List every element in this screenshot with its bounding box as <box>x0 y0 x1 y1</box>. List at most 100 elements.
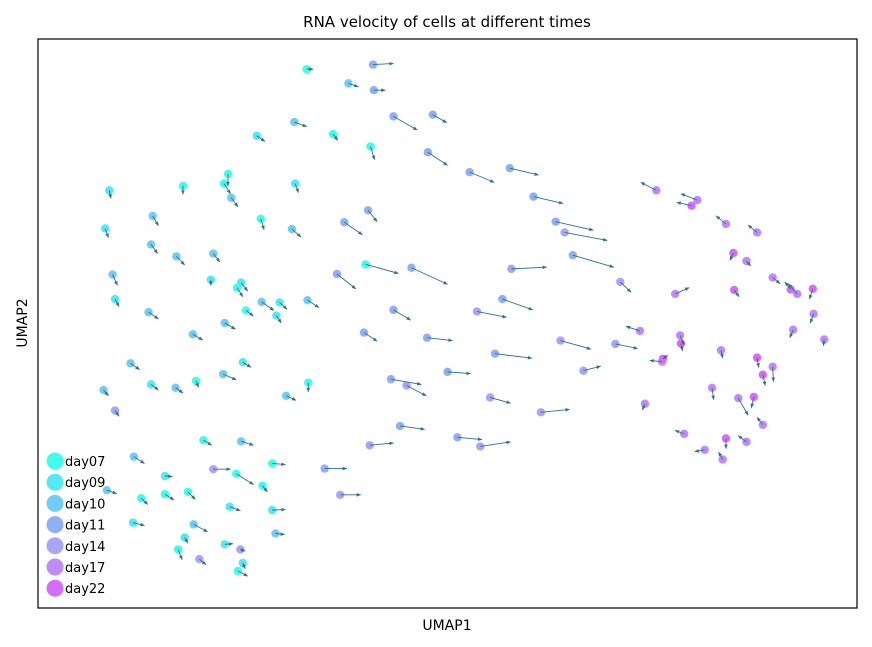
cell-point-day14 <box>485 393 495 402</box>
velocity-arrow-day11 <box>457 436 483 441</box>
velocity-arrow-day17 <box>737 435 747 443</box>
cell-point-day17 <box>788 325 798 334</box>
cell-point-day11 <box>389 305 398 315</box>
velocity-arrow-day10 <box>176 256 185 266</box>
velocity-arrow-day17 <box>809 313 815 324</box>
velocity-arrow-day10 <box>348 82 359 88</box>
cell-point-day10 <box>102 486 111 495</box>
velocity-arrow-day07 <box>187 491 196 500</box>
velocity-arrow-day09 <box>294 183 299 194</box>
velocity-arrow-day17 <box>694 449 705 453</box>
velocity-arrow-day14 <box>369 441 394 446</box>
velocity-arrow-day22 <box>762 374 767 386</box>
velocity-arrow-day11 <box>336 273 357 290</box>
velocity-arrow-day11 <box>363 332 378 342</box>
legend-marker-day17 <box>46 558 64 576</box>
velocity-arrow-day07 <box>370 146 376 161</box>
velocity-arrow-day14 <box>583 365 602 372</box>
velocity-arrow-day09 <box>242 361 252 368</box>
velocity-arrow-day07 <box>365 263 399 275</box>
legend-marker-day09 <box>46 473 64 491</box>
x-axis-label: UMAP1 <box>422 618 471 634</box>
velocity-arrow-day14 <box>489 397 511 404</box>
cell-point-day10 <box>126 359 135 368</box>
cell-point-day07 <box>366 142 375 151</box>
legend-marker-day22 <box>46 579 64 597</box>
velocity-arrow-day17 <box>642 403 646 411</box>
legend-label-day14: day14 <box>65 540 105 555</box>
velocity-arrow-day22 <box>784 281 792 290</box>
cell-point-day10 <box>303 295 312 305</box>
cell-point-day11 <box>389 112 398 121</box>
cell-point-day11 <box>340 218 349 227</box>
velocity-arrow-day17 <box>674 287 690 295</box>
legend-label-day11: day11 <box>65 519 105 534</box>
velocity-arrow-day10 <box>212 253 221 263</box>
velocity-arrow-day09 <box>240 282 249 292</box>
cell-point-day11 <box>465 167 474 177</box>
plot-frame <box>37 38 858 609</box>
velocity-arrow-day10 <box>133 456 145 464</box>
velocity-arrow-day10 <box>152 215 159 227</box>
velocity-arrow-day07 <box>272 462 286 467</box>
velocity-arrow-day17 <box>789 329 794 339</box>
cell-point-day11 <box>395 421 405 431</box>
velocity-arrow-day09 <box>108 190 112 199</box>
legend: day07 day09 day10 day11 day14 day17 day22 <box>46 452 105 597</box>
cell-point-day10 <box>236 437 246 446</box>
cell-point-day11 <box>386 375 396 384</box>
velocity-arrow-day10 <box>307 299 320 308</box>
velocity-arrow-day07 <box>195 380 199 388</box>
velocity-arrow-day11 <box>390 378 422 386</box>
velocity-arrow-day11 <box>393 115 418 131</box>
cell-point-day11 <box>490 349 500 358</box>
velocity-arrow-day10 <box>192 333 204 341</box>
velocity-arrow-day14 <box>560 340 592 350</box>
cell-point-day07 <box>302 64 311 74</box>
cell-point-day09 <box>236 278 246 287</box>
points-layer <box>99 60 829 576</box>
cell-point-day17 <box>768 362 777 371</box>
velocity-arrow-day11 <box>432 114 448 124</box>
velocity-arrow-day17 <box>747 224 758 233</box>
cell-point-day11 <box>422 333 432 342</box>
velocity-arrow-day07 <box>140 497 149 505</box>
velocity-arrow-day14 <box>564 232 608 242</box>
cell-point-day22 <box>758 370 768 379</box>
velocity-arrow-day17 <box>715 215 727 225</box>
velocity-arrow-day11 <box>509 167 539 176</box>
velocity-arrow-day11 <box>411 267 448 285</box>
velocity-arrow-day22 <box>676 201 692 207</box>
velocity-arrow-day09 <box>272 507 286 512</box>
velocity-arrow-day11 <box>469 171 495 183</box>
velocity-arrow-day17 <box>674 430 685 435</box>
cell-point-day14 <box>507 264 516 274</box>
legend-marker-day10 <box>46 494 64 512</box>
cell-point-day17 <box>675 331 685 340</box>
velocity-arrow-day22 <box>756 357 760 368</box>
velocity-arrow-day10 <box>193 523 208 533</box>
velocity-arrow-day10 <box>106 489 118 495</box>
velocity-arrow-day17 <box>625 325 641 332</box>
legend-marker-day14 <box>46 537 64 555</box>
cell-point-day17 <box>742 256 751 266</box>
cell-point-day10 <box>108 270 117 279</box>
cell-point-day10 <box>188 330 197 339</box>
legend-label-day07: day07 <box>65 455 105 470</box>
velocity-arrow-day10 <box>150 244 158 254</box>
velocity-arrow-day11 <box>555 221 594 232</box>
legend-label-day17: day17 <box>65 561 105 576</box>
velocity-arrow-day09 <box>241 562 246 570</box>
cell-point-day11 <box>320 464 329 473</box>
velocity-arrow-day10 <box>130 362 140 370</box>
velocity-arrow-day09 <box>184 537 189 544</box>
cell-point-day07 <box>304 378 313 387</box>
velocity-arrow-day09 <box>164 474 173 479</box>
velocity-arrow-day22 <box>750 396 755 409</box>
velocity-arrow-day17 <box>756 417 764 426</box>
velocity-arrow-day14 <box>199 558 207 566</box>
cell-point-day22 <box>729 285 739 295</box>
velocity-arrow-day11 <box>372 61 394 66</box>
velocity-arrow-day11 <box>494 353 533 360</box>
velocity-arrow-day22 <box>733 289 740 298</box>
